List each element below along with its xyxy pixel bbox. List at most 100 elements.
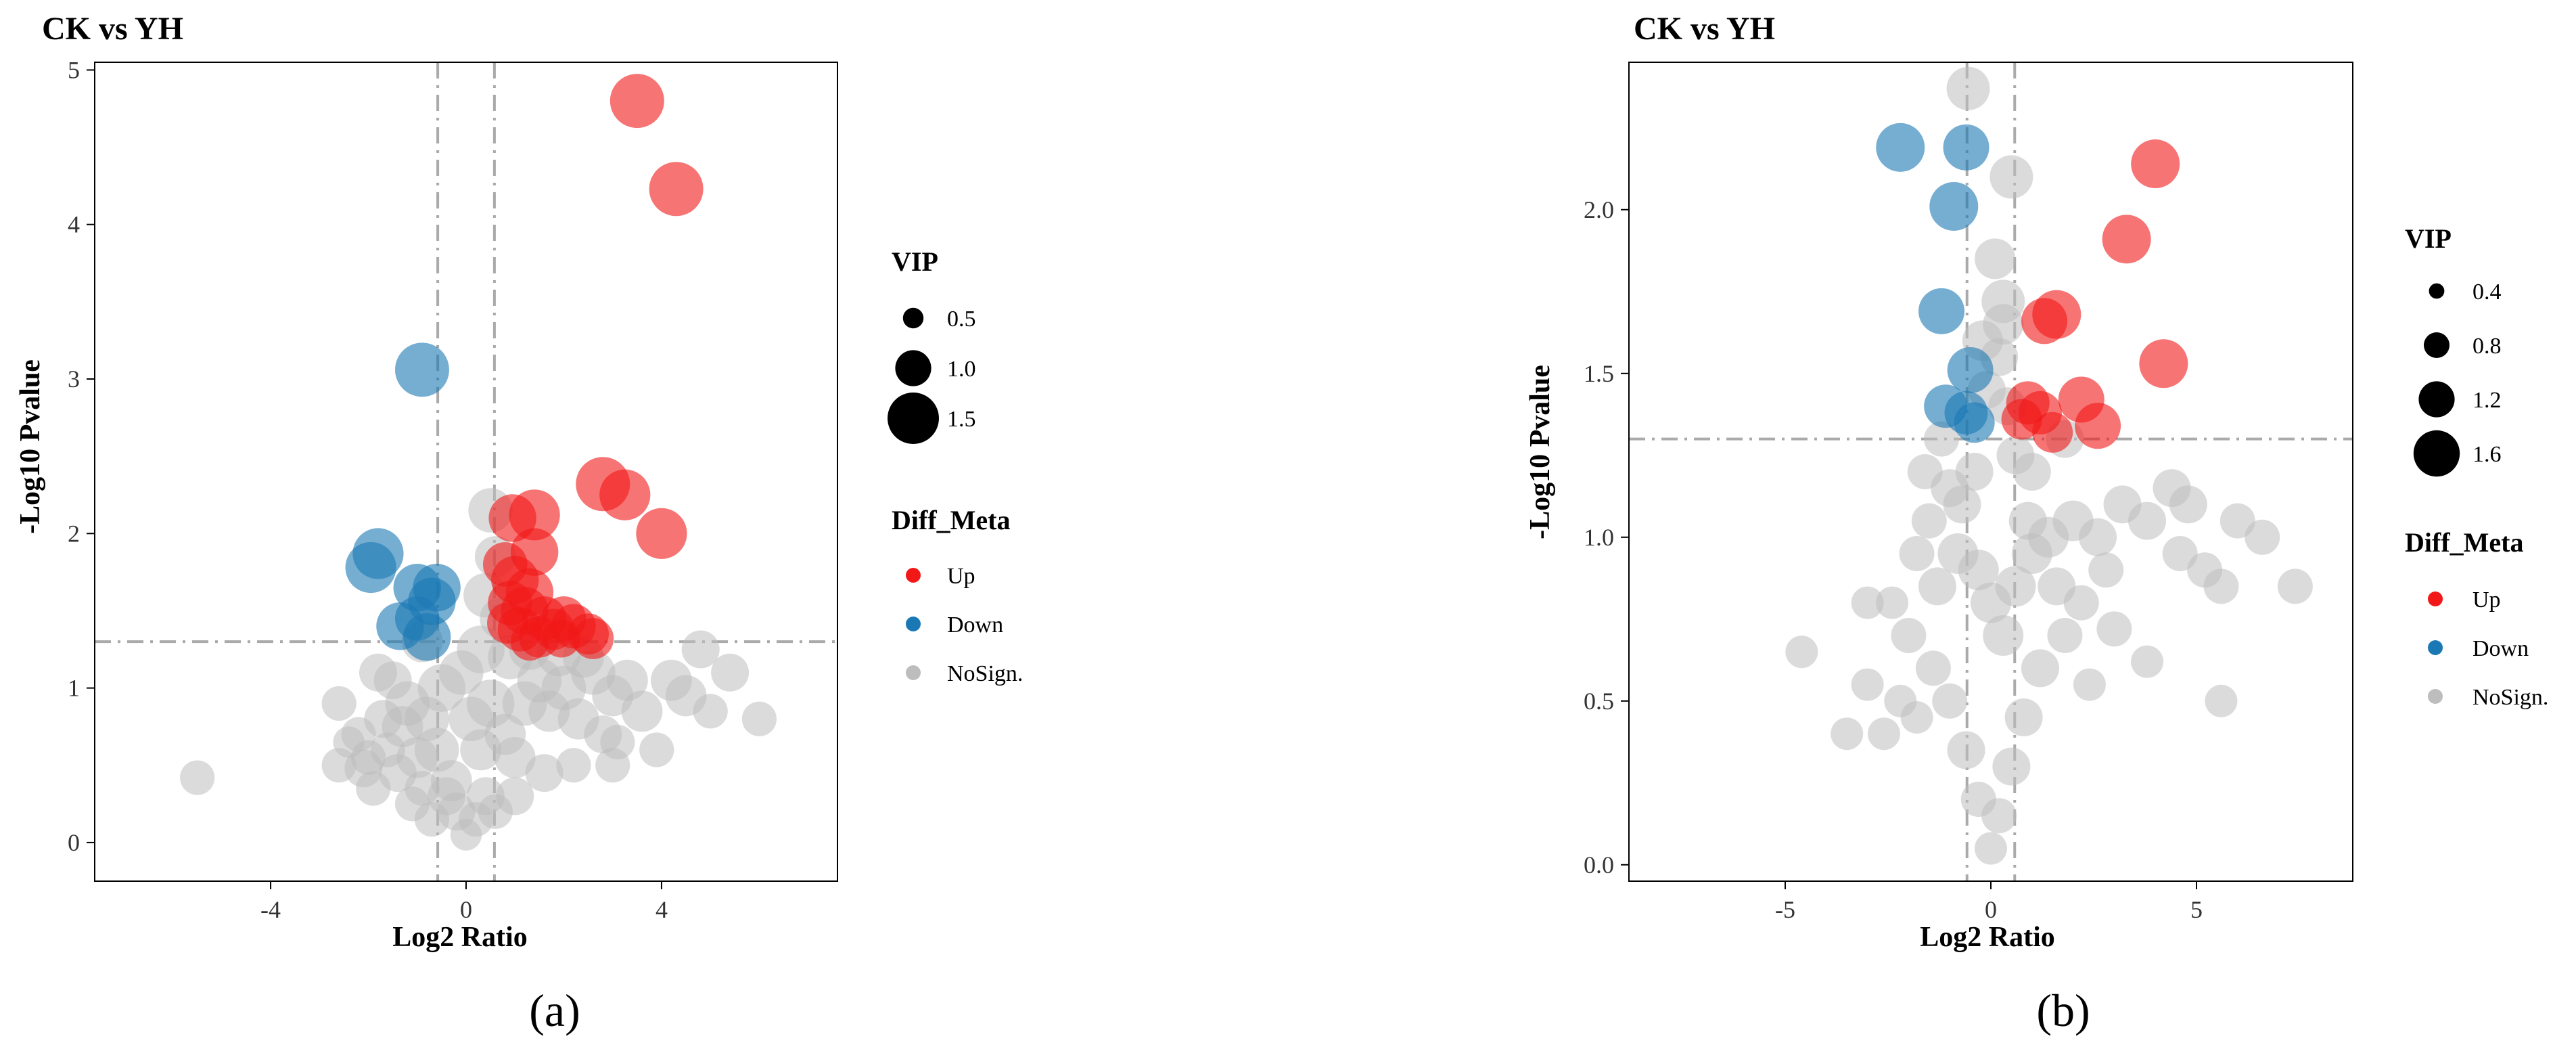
vip-legend-circle	[2413, 430, 2460, 477]
vip-legend-label: 1.2	[2472, 388, 2502, 413]
data-point-up	[2001, 399, 2042, 440]
data-point-up	[488, 494, 536, 542]
data-point-nosign	[2205, 684, 2238, 717]
x-tick-label: 0	[460, 896, 472, 923]
data-point-down	[394, 342, 449, 397]
data-point-nosign	[1992, 747, 2031, 786]
vip-legend-circle	[902, 307, 924, 329]
data-point-nosign	[2063, 585, 2099, 621]
data-point-nosign	[494, 736, 536, 778]
vip-legend-label: 0.8	[2472, 334, 2502, 359]
data-point-nosign	[1884, 684, 1917, 717]
data-point-nosign	[1891, 618, 1927, 653]
x-tick-label: -5	[1775, 896, 1795, 923]
group-legend-marker	[906, 568, 921, 583]
y-tick-label: 1	[68, 675, 80, 702]
data-point-nosign	[1915, 650, 1951, 686]
panel-b-x-axis-label: Log2 Ratio	[1920, 922, 2055, 953]
data-point-nosign	[2096, 611, 2132, 647]
data-point-nosign	[1960, 782, 1996, 817]
data-point-up	[2075, 403, 2121, 449]
data-point-nosign	[1831, 717, 1864, 751]
y-tick-label: 4	[68, 211, 80, 238]
panel-b-group-legend-items: Up Down NoSign.	[2428, 587, 2548, 710]
data-point-nosign	[1983, 615, 2024, 656]
data-point-nosign	[2004, 698, 2043, 736]
panel-a-group-legend-title: Diff_Meta	[892, 505, 1010, 535]
data-point-nosign	[621, 690, 663, 732]
vip-legend-label: 1.6	[2472, 442, 2502, 467]
data-point-up	[610, 74, 664, 129]
data-point-nosign	[1943, 485, 1981, 524]
group-legend-label: NoSign.	[2472, 685, 2548, 710]
data-point-nosign	[1995, 566, 2036, 607]
data-point-nosign	[180, 760, 215, 795]
data-point-nosign	[2169, 485, 2207, 524]
panel-a-title: CK vs YH	[42, 11, 183, 47]
panel-b: CK vs YH -5 0 50.00.51.01.52.0 Log2 Ratio …	[1525, 11, 2548, 1036]
panel-b-y-axis-label: -Log10 Pvalue	[1525, 365, 1556, 539]
data-point-nosign	[1911, 503, 1947, 539]
data-point-nosign	[1785, 635, 1818, 669]
data-point-nosign	[2245, 519, 2280, 555]
panel-a-vip-legend-title: VIP	[892, 246, 938, 277]
group-legend-marker	[2428, 592, 2443, 606]
data-point-up	[2032, 411, 2073, 453]
data-point-up	[2131, 139, 2180, 189]
data-point-nosign	[2220, 503, 2255, 539]
data-point-nosign	[556, 748, 591, 783]
data-point-nosign	[1899, 536, 1935, 571]
data-point-nosign	[1990, 155, 2033, 199]
vip-legend-circle	[2418, 381, 2455, 418]
data-point-nosign	[2079, 518, 2117, 556]
panel-a-points	[180, 74, 777, 851]
data-point-nosign	[693, 694, 728, 729]
x-tick-label: -4	[260, 896, 281, 923]
group-legend-label: Up	[2472, 587, 2501, 612]
panel-b-title: CK vs YH	[1634, 11, 1775, 47]
data-point-nosign	[1975, 238, 2016, 280]
data-point-up	[2139, 339, 2188, 388]
y-tick-label: 0	[68, 829, 80, 856]
panel-a-vip-legend-items: 0.5 1.0 1.5	[888, 307, 976, 444]
data-point-nosign	[2131, 645, 2164, 678]
group-legend-marker	[2428, 689, 2443, 704]
data-point-nosign	[2047, 618, 2083, 653]
panel-b-vip-legend-items: 0.4 0.8 1.2 1.6	[2413, 280, 2502, 477]
vip-legend-label: 0.5	[947, 307, 976, 332]
data-point-down	[1943, 124, 1990, 171]
data-point-up	[649, 162, 704, 217]
data-point-nosign	[2277, 568, 2313, 604]
panel-b-vip-legend-title: VIP	[2405, 223, 2452, 254]
data-point-nosign	[2088, 552, 2124, 588]
data-point-nosign	[350, 740, 386, 775]
data-point-nosign	[2162, 536, 2198, 571]
x-tick-label: 4	[656, 896, 668, 923]
group-legend-marker	[2428, 640, 2443, 655]
data-point-nosign	[1867, 717, 1900, 751]
panel-b-axes: -5 0 5 0.0 0.5 1.0 1.5 2.0	[1584, 62, 2353, 923]
vip-legend-circle	[2424, 332, 2450, 358]
group-legend-marker	[906, 665, 921, 680]
panel-a-x-axis-label: Log2 Ratio	[392, 922, 528, 953]
group-legend-marker	[906, 617, 921, 631]
group-legend-label: Up	[947, 564, 975, 589]
data-point-nosign	[600, 724, 635, 760]
data-point-nosign	[1983, 304, 2024, 345]
data-point-up	[599, 469, 651, 520]
data-point-up	[542, 619, 580, 658]
data-point-up	[510, 623, 549, 661]
data-point-nosign	[1947, 731, 1985, 769]
data-point-nosign	[2073, 668, 2106, 701]
data-point-nosign	[1958, 550, 1999, 591]
data-point-nosign	[1851, 586, 1884, 619]
y-tick-label: 2.0	[1584, 196, 1614, 223]
group-legend-label: Down	[947, 612, 1003, 638]
group-legend-label: Down	[2472, 636, 2529, 661]
x-tick-label: 5	[2190, 896, 2203, 923]
data-point-down	[1929, 181, 1979, 231]
y-tick-label: 2	[68, 520, 80, 547]
y-tick-label: 5	[68, 56, 80, 83]
panel-a-group-legend-items: Up Down NoSign.	[906, 564, 1023, 686]
